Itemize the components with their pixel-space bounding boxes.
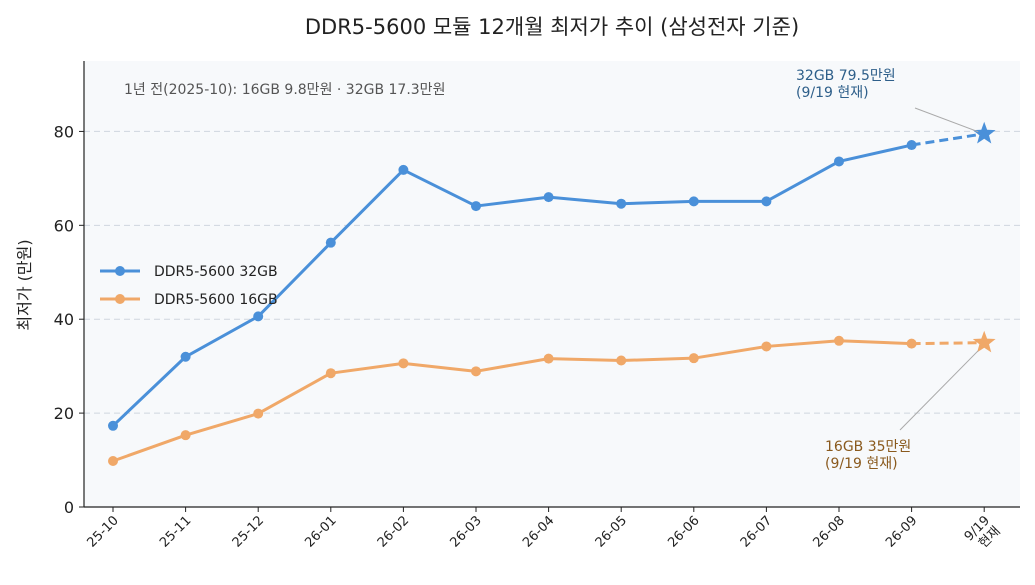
data-point xyxy=(616,198,627,209)
forecast-line xyxy=(911,341,985,346)
y-tick-label: 60 xyxy=(54,216,74,235)
annotation-line: (9/19 현재) xyxy=(796,85,869,101)
legend-label: DDR5-5600 32GB xyxy=(154,264,278,280)
series-16gb xyxy=(108,330,996,466)
legend-item: DDR5-5600 16GB xyxy=(100,292,278,308)
x-tick-label: 25-10 xyxy=(85,513,122,550)
annotation-arrow xyxy=(914,107,979,133)
data-point xyxy=(471,366,481,377)
data-point xyxy=(180,351,191,362)
data-point xyxy=(761,196,772,207)
y-tick-label: 20 xyxy=(54,404,74,423)
x-tick-label: 26-05 xyxy=(593,513,630,550)
annotation-arrow xyxy=(899,350,979,431)
annotation-line: 32GB 79.5만원 xyxy=(796,68,896,84)
data-point xyxy=(471,201,481,212)
legend-swatch-marker xyxy=(115,266,125,276)
annotations: 32GB 79.5만원 (9/19 현재)16GB 35만원 (9/19 현재) xyxy=(796,68,979,472)
x-tick-label: 26-09 xyxy=(883,513,920,550)
current-price-star xyxy=(972,330,996,353)
x-tick-label: 25-12 xyxy=(230,513,267,550)
x-tick-label: 26-03 xyxy=(448,513,485,550)
data-point xyxy=(688,196,699,207)
forecast-line xyxy=(911,132,985,147)
legend: DDR5-5600 32GB DDR5-5600 16GB xyxy=(100,264,278,308)
y-tick-label: 0 xyxy=(64,498,74,517)
series-layer xyxy=(108,121,996,466)
y-tick-label: 80 xyxy=(54,122,74,141)
series-line xyxy=(112,339,912,463)
data-point xyxy=(398,164,409,175)
data-point xyxy=(325,368,336,379)
x-tick-label: 25-11 xyxy=(157,513,194,550)
x-tick-label: 26-04 xyxy=(520,513,557,550)
data-point xyxy=(543,353,554,364)
annotation-32gb: 32GB 79.5만원 (9/19 현재) xyxy=(796,68,896,101)
data-point xyxy=(253,311,264,322)
x-tick-label: 26-02 xyxy=(375,513,412,550)
series-32gb xyxy=(108,121,996,431)
data-point xyxy=(108,420,118,431)
y-axis-label: 최저가 (만원) xyxy=(15,239,34,330)
data-point xyxy=(906,140,917,151)
data-point xyxy=(543,192,554,203)
data-point xyxy=(325,237,336,248)
annotation-line: (9/19 현재) xyxy=(825,456,898,472)
x-tick-label: 26-01 xyxy=(302,513,339,550)
legend-swatch-marker xyxy=(115,294,125,304)
data-point xyxy=(834,156,844,167)
data-point xyxy=(834,335,844,346)
data-point xyxy=(688,353,699,364)
series-line xyxy=(111,143,912,427)
chart-title: DDR5-5600 모듈 12개월 최저가 추이 (삼성전자 기준) xyxy=(305,15,799,39)
data-point xyxy=(616,355,627,366)
data-point xyxy=(761,341,772,352)
annotation-16gb: 16GB 35만원 (9/19 현재) xyxy=(825,439,911,472)
data-point xyxy=(253,408,264,419)
data-point xyxy=(108,455,118,466)
year-ago-note: 1년 전(2025-10): 16GB 9.8만원 · 32GB 17.3만원 xyxy=(124,82,445,98)
x-tick-label: 9/19현재 xyxy=(962,513,1004,555)
data-point xyxy=(398,358,409,369)
annotation-line: 16GB 35만원 xyxy=(825,439,911,455)
current-price-star xyxy=(972,121,996,144)
legend-item: DDR5-5600 32GB xyxy=(100,264,278,280)
data-point xyxy=(906,338,917,349)
legend-label: DDR5-5600 16GB xyxy=(154,292,278,308)
plot-area xyxy=(84,61,1020,507)
data-point xyxy=(180,430,191,441)
x-tick-label: 26-06 xyxy=(665,513,702,550)
y-tick-label: 40 xyxy=(54,310,74,329)
x-tick-label: 26-08 xyxy=(811,513,848,550)
grid-lines xyxy=(84,130,1020,414)
x-tick-label: 26-07 xyxy=(738,513,775,550)
